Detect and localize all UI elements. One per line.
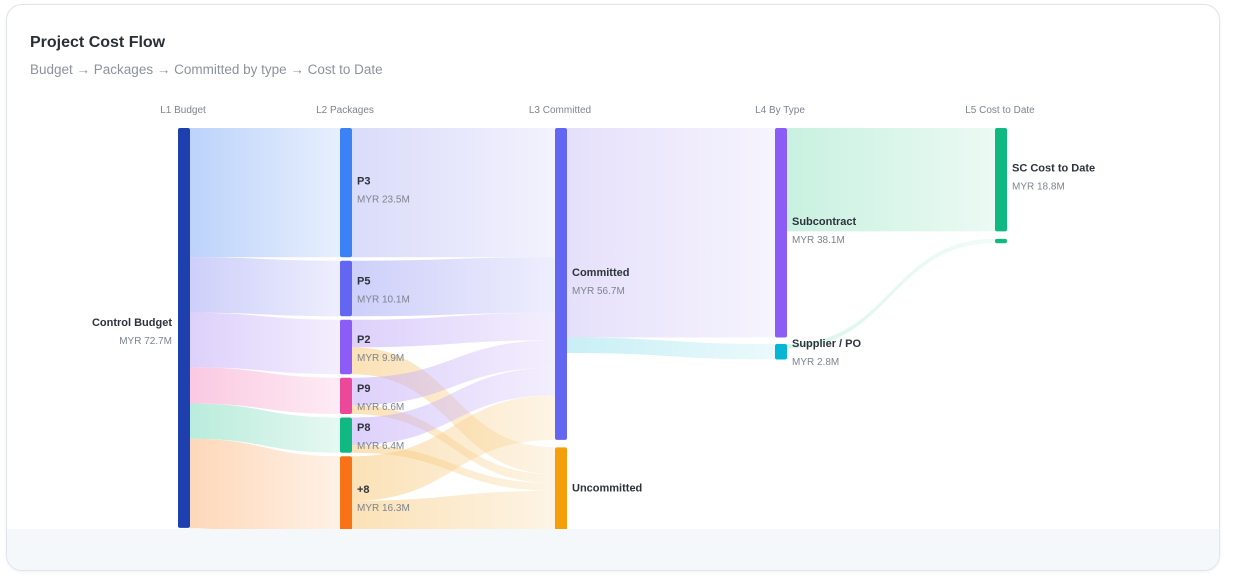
node-label-uncommitted: Uncommitted [572, 482, 642, 494]
link-budget-more [190, 438, 340, 529]
node-value-supplier: MYR 2.8M [792, 357, 839, 368]
link-budget-p3 [190, 128, 340, 258]
link-budget-p5 [190, 257, 340, 317]
node-p3[interactable] [340, 128, 352, 258]
node-sc_cost[interactable] [995, 128, 1007, 232]
node-sup_cost[interactable] [995, 238, 1007, 244]
link-more-committed [352, 395, 555, 501]
column-header-3: L3 Committed [529, 105, 591, 116]
node-value-p2: MYR 9.9M [357, 353, 404, 364]
link-budget-p2 [190, 312, 340, 375]
card-footer [7, 529, 1219, 570]
node-label-p3: P3 [357, 176, 370, 188]
node-value-subcontract: MYR 38.1M [792, 235, 845, 246]
column-header-1: L1 Budget [160, 105, 206, 116]
node-value-p9: MYR 6.6M [357, 402, 404, 413]
chart-subtitle: Budget → Packages → Committed by type → … [30, 62, 383, 77]
node-value-more: MYR 16.3M [357, 503, 410, 514]
link-committed-subcontract [567, 128, 775, 338]
column-header-2: L2 Packages [316, 105, 374, 116]
link-p5-committed [352, 257, 555, 317]
node-label-p8: P8 [357, 422, 370, 434]
node-label-p5: P5 [357, 276, 370, 288]
node-label-p9: P9 [357, 383, 370, 395]
link-budget-p8 [190, 403, 340, 453]
node-label-budget: Control Budget [92, 317, 172, 329]
link-subcontract-sc_cost [787, 128, 995, 232]
node-value-p8: MYR 6.4M [357, 441, 404, 452]
link-p2-committed [352, 312, 555, 348]
node-p8[interactable] [340, 417, 352, 453]
node-label-sc_cost: SC Cost to Date [1012, 163, 1095, 175]
node-p9[interactable] [340, 377, 352, 415]
node-label-more: +8 [357, 484, 370, 496]
node-label-committed: Committed [572, 267, 629, 279]
link-budget-p9 [190, 367, 340, 415]
node-label-supplier: Supplier / PO [792, 338, 862, 350]
node-label-p2: P2 [357, 334, 370, 346]
link-more-uncommitted [352, 490, 555, 529]
node-more[interactable] [340, 456, 352, 546]
chart-title: Project Cost Flow [30, 34, 166, 51]
node-supplier[interactable] [775, 344, 787, 360]
sankey-links [190, 128, 995, 529]
link-p9-committed [352, 340, 555, 406]
link-p8-committed [352, 367, 555, 446]
node-value-budget: MYR 72.7M [119, 336, 172, 347]
node-subcontract[interactable] [775, 128, 787, 338]
node-budget[interactable] [178, 128, 190, 528]
node-value-p3: MYR 23.5M [357, 195, 410, 206]
node-uncommitted[interactable] [555, 447, 567, 535]
node-value-committed: MYR 56.7M [572, 286, 625, 297]
node-label-subcontract: Subcontract [792, 216, 857, 228]
node-committed[interactable] [555, 128, 567, 440]
node-p2[interactable] [340, 319, 352, 375]
node-value-p5: MYR 10.1M [357, 295, 410, 306]
column-header-5: L5 Cost to Date [965, 105, 1035, 116]
sankey-nodes [178, 128, 1007, 546]
link-p3-committed [352, 128, 555, 258]
link-supplier-sup_cost [787, 238, 995, 349]
column-header-4: L4 By Type [755, 105, 805, 116]
link-committed-supplier [567, 337, 775, 360]
node-value-sc_cost: MYR 18.8M [1012, 182, 1065, 193]
node-p5[interactable] [340, 260, 352, 317]
